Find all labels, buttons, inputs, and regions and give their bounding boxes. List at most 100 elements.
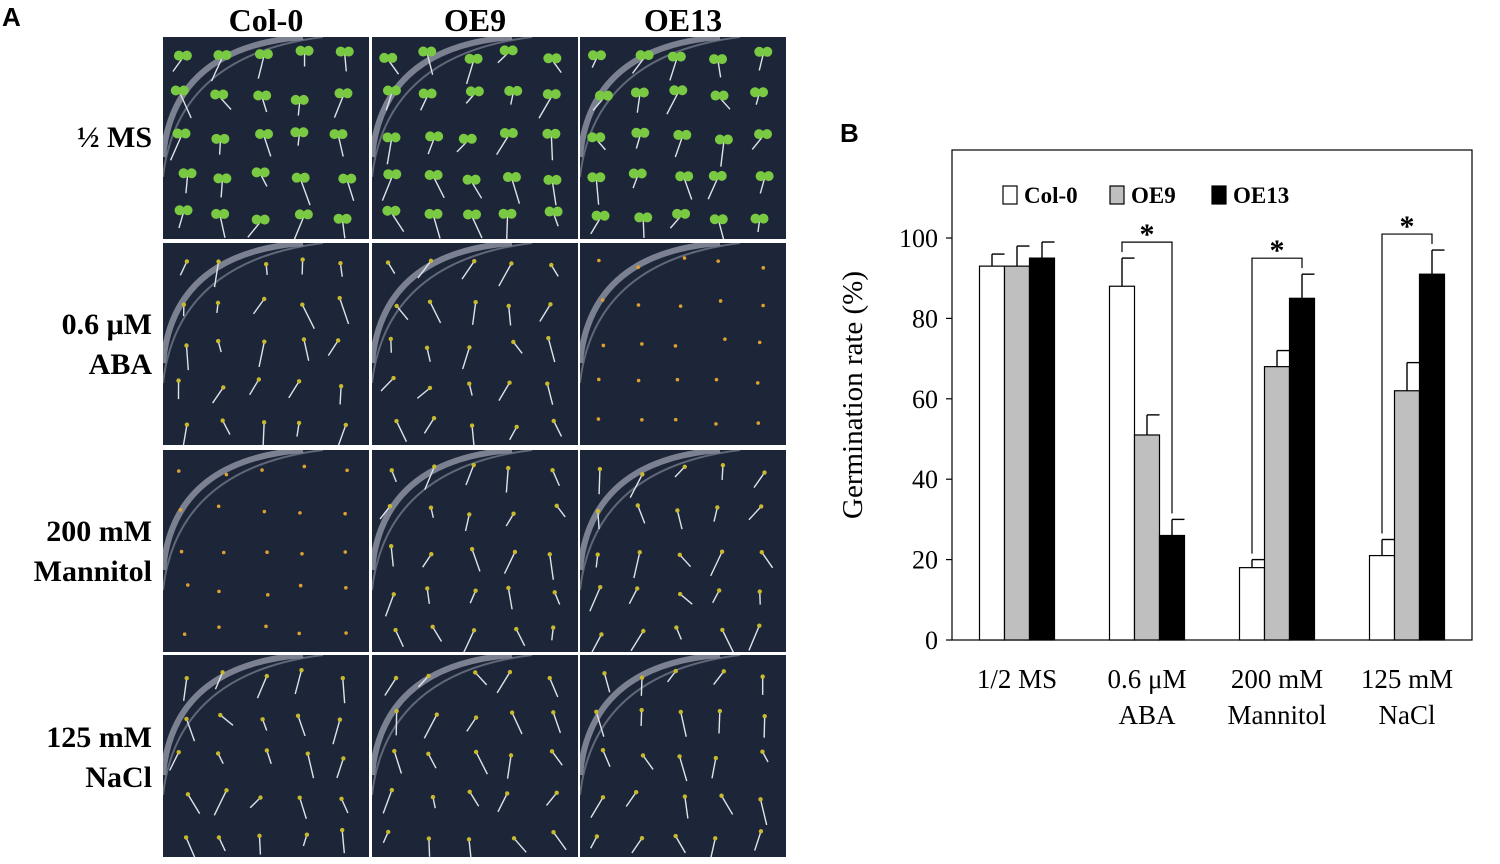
row-header-line: 200 mM <box>46 515 152 548</box>
radicle <box>640 710 643 726</box>
bar <box>1158 534 1186 641</box>
seed <box>181 302 187 307</box>
seed <box>176 469 181 473</box>
seed <box>261 296 267 302</box>
seed <box>221 385 226 390</box>
seed <box>394 303 399 309</box>
cotyledon <box>591 210 602 221</box>
plate-photo <box>163 243 369 445</box>
cotyledon <box>634 212 645 223</box>
seed <box>508 753 514 758</box>
cotyledon <box>458 133 469 144</box>
seed <box>599 632 604 637</box>
seed <box>640 342 644 346</box>
seed <box>298 511 302 515</box>
seed <box>425 586 430 591</box>
significance-star: * <box>1400 210 1415 243</box>
seed <box>639 707 644 713</box>
seed <box>473 715 479 720</box>
radicle <box>185 837 196 857</box>
seed <box>297 631 301 636</box>
cotyledon <box>172 128 183 139</box>
seed <box>682 464 687 469</box>
bar <box>978 265 1006 641</box>
cotyledon <box>170 85 181 96</box>
radicle <box>718 221 725 239</box>
cotyledon <box>636 168 647 179</box>
cotyledon <box>675 171 686 182</box>
plate-rim <box>372 37 513 158</box>
seed <box>507 380 512 385</box>
seed <box>467 345 472 350</box>
plate-rim <box>580 450 721 571</box>
seed <box>550 467 555 473</box>
cotyledon <box>251 167 262 178</box>
seed <box>471 462 476 468</box>
seed <box>469 546 475 552</box>
seed <box>758 797 763 802</box>
cotyledon <box>346 173 357 184</box>
seed <box>224 472 229 477</box>
cotyledon <box>291 172 302 183</box>
seed <box>264 673 270 679</box>
column-header-oe13: OE13 <box>643 2 723 38</box>
seed <box>549 262 554 268</box>
seed <box>469 423 475 428</box>
radicle <box>337 135 344 157</box>
seed <box>385 829 391 835</box>
y-tick-label: 20 <box>912 546 938 575</box>
seed <box>297 795 302 800</box>
cotyledon <box>499 45 510 56</box>
cotyledon <box>255 129 266 140</box>
seed <box>597 258 601 263</box>
cotyledon <box>599 210 610 221</box>
seed <box>264 624 268 629</box>
seed <box>595 508 601 514</box>
cotyledon <box>383 169 394 180</box>
radicle <box>300 179 311 206</box>
cotyledon <box>643 50 654 61</box>
seed <box>176 378 181 383</box>
seed <box>640 753 646 758</box>
cotyledon <box>303 45 314 56</box>
bar <box>1368 554 1396 641</box>
plate-background <box>163 243 369 445</box>
seed <box>430 794 436 800</box>
seed <box>426 673 431 679</box>
seed <box>757 340 762 345</box>
radicle <box>550 135 554 161</box>
cotyledon <box>499 128 510 139</box>
seed <box>217 625 221 629</box>
germination-bar-chart: 0 20 40 60 80 100 Germination rate (%) * * * 1/2 M… <box>837 149 1473 730</box>
radicle <box>511 178 521 204</box>
seed <box>393 675 399 681</box>
cotyledon <box>708 170 719 181</box>
y-tick-label: 60 <box>912 385 938 414</box>
seed <box>263 261 269 267</box>
radicle <box>674 136 683 158</box>
significance-star: * <box>1270 234 1285 267</box>
seed <box>467 512 472 517</box>
seed <box>216 259 221 264</box>
cotyledon <box>329 129 340 140</box>
seed <box>635 586 640 591</box>
cotyledon <box>387 52 398 63</box>
seed <box>714 377 719 382</box>
cotyledon <box>263 129 274 140</box>
cotyledon <box>221 50 232 61</box>
seed <box>339 796 344 802</box>
seed <box>220 670 225 675</box>
plate-background <box>580 450 786 652</box>
radicle <box>185 175 189 194</box>
radicle <box>717 60 722 78</box>
bar <box>1418 273 1446 641</box>
bar <box>1028 257 1056 641</box>
seed <box>602 671 607 676</box>
seed <box>304 832 310 837</box>
seed <box>184 259 190 264</box>
x-tick-label: NaCl <box>1379 700 1436 730</box>
cotyledon <box>639 127 650 138</box>
cotyledon <box>382 205 393 216</box>
seed <box>387 504 393 509</box>
row-header-line: ½ MS <box>77 121 152 154</box>
